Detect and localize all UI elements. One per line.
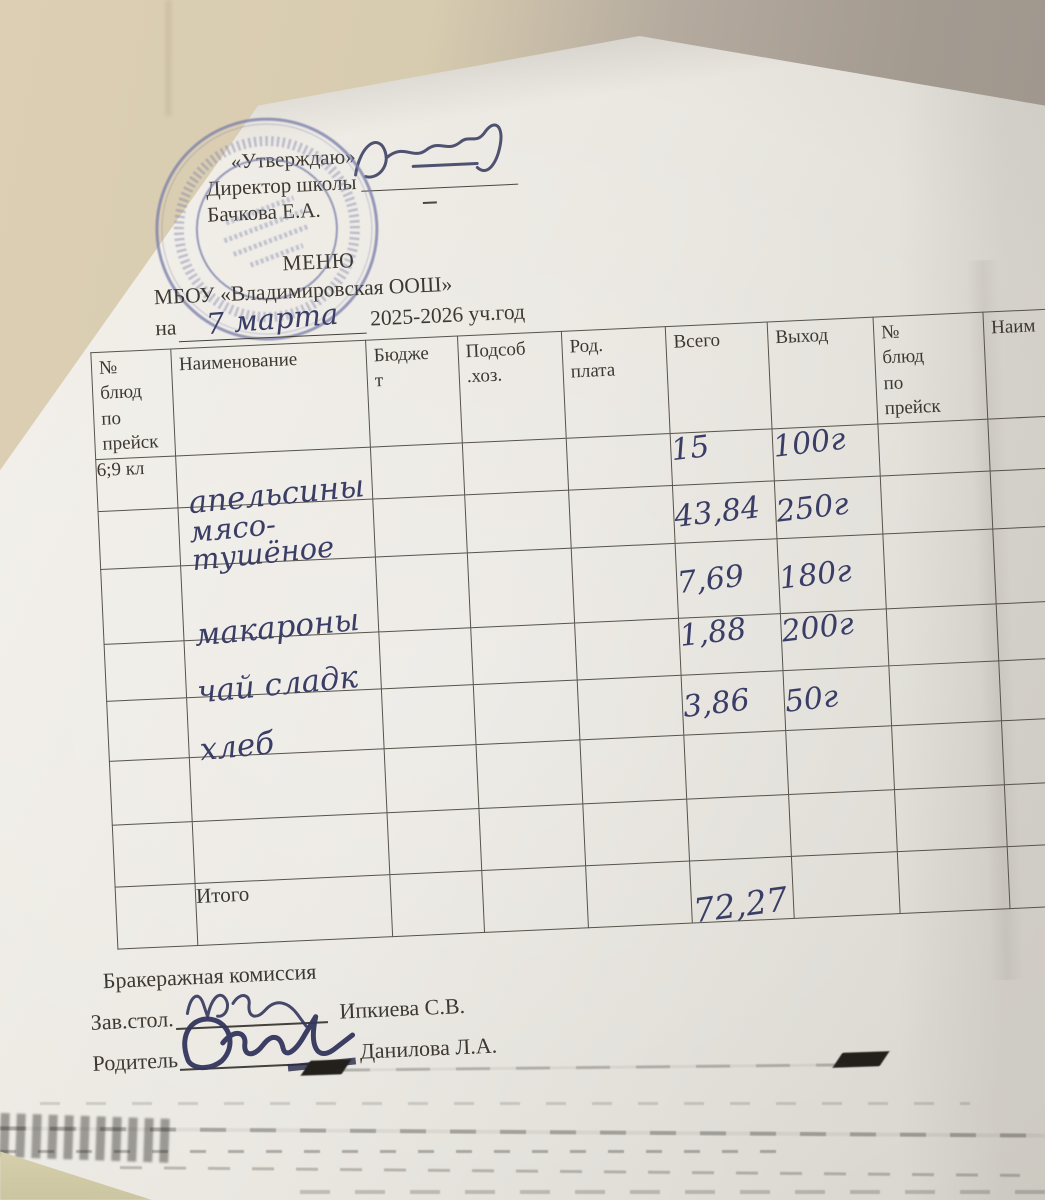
empty-cell — [585, 861, 693, 928]
parent-label: Родитель — [92, 1047, 179, 1076]
empty-cell — [686, 794, 792, 862]
zav-signature-line — [174, 993, 328, 1030]
col-header-subsidiary: Подсоб .хоз. — [457, 331, 567, 443]
parent-name: Данилова Л.А. — [359, 1032, 498, 1064]
empty-cell — [788, 789, 898, 857]
empty-cell — [370, 442, 465, 500]
empty-cell — [882, 528, 997, 609]
col-header-parent-pay: Род. плата — [561, 326, 671, 439]
empty-cell — [192, 812, 390, 884]
empty-cell — [577, 675, 684, 740]
total-cell: 15 — [669, 428, 775, 486]
empty-cell — [384, 744, 479, 813]
col-header-name: Наименование — [170, 340, 371, 456]
empty-cell — [115, 883, 198, 950]
total-label-cell: Итого — [195, 874, 393, 946]
empty-cell — [897, 846, 1011, 914]
total-cell: 3,86 — [681, 670, 786, 736]
empty-cell — [389, 870, 485, 937]
empty-cell — [992, 522, 1045, 604]
empty-cell — [112, 821, 196, 888]
empty-cell — [990, 465, 1045, 529]
empty-cell — [100, 565, 185, 645]
col-header-dish-no-2: № блюд по прейск — [873, 312, 988, 425]
empty-cell — [998, 654, 1045, 721]
total-cell: 43,84 — [672, 480, 777, 544]
photocopy-blotch — [0, 1112, 176, 1164]
empty-cell — [894, 784, 1008, 852]
col-header-output: Выход — [767, 317, 878, 429]
empty-cell — [481, 865, 589, 933]
zav-label: Зав.стол. — [90, 1006, 175, 1035]
col-header-budget: Бюдже т — [365, 336, 463, 448]
empty-cell — [987, 413, 1045, 472]
empty-cell — [1007, 840, 1045, 909]
output-cell: 50г — [783, 665, 892, 731]
commission-block: Бракеражная комиссия Зав.стол. Ипкиева С… — [88, 942, 672, 1079]
empty-cell — [1001, 714, 1045, 785]
empty-cell — [473, 679, 580, 745]
empty-cell — [891, 720, 1005, 790]
photocopy-streak — [0, 1150, 780, 1153]
empty-cell — [574, 618, 682, 680]
photocopy-streak — [40, 1102, 970, 1105]
zav-signature-icon — [185, 993, 308, 1028]
dish-name-cell: апельсины — [175, 447, 373, 521]
handwritten-date: 7 марта — [204, 296, 340, 342]
total-cell: 7,69 — [675, 538, 781, 619]
output-cell: 180г — [776, 533, 887, 614]
empty-cell — [470, 623, 578, 685]
empty-cell — [582, 799, 690, 866]
output-cell: 250г — [774, 476, 883, 539]
empty-cell — [104, 640, 187, 702]
school-stamp-icon — [155, 117, 379, 341]
col-header-name-2: Наим — [982, 306, 1045, 420]
empty-cell — [387, 808, 482, 875]
empty-cell — [464, 490, 572, 553]
output-cell: 100г — [771, 422, 881, 481]
title-block: МЕНЮ МБОУ «Владимировская ООШ» на 7 март… — [152, 237, 585, 343]
empty-cell — [568, 485, 676, 549]
empty-cell — [996, 597, 1045, 661]
approval-block: «Утверждаю» Директор школы Бачкова Е.А. — [204, 123, 519, 228]
empty-cell — [888, 660, 1002, 726]
empty-cell — [381, 684, 477, 749]
empty-cell — [462, 438, 569, 495]
empty-cell — [886, 603, 999, 666]
empty-cell — [372, 494, 468, 558]
empty-cell — [877, 419, 991, 477]
school-year: 2025-2026 уч.год — [369, 299, 526, 331]
empty-cell — [109, 757, 193, 826]
empty-cell — [1004, 778, 1045, 847]
photocopy-streak — [300, 1190, 1045, 1194]
empty-cell — [467, 548, 575, 628]
grand-total-cell: 72,27 — [689, 856, 795, 930]
output-cell: 200г — [780, 606, 889, 671]
director-signature-icon — [354, 123, 503, 179]
empty-cell — [579, 735, 687, 804]
class-label-cell: 6;9 кл — [95, 455, 178, 512]
empty-cell — [791, 851, 901, 919]
empty-cell — [476, 739, 583, 809]
empty-cell — [378, 627, 474, 689]
empty-cell — [478, 803, 586, 871]
col-header-total: Всего — [665, 322, 772, 434]
empty-cell — [571, 543, 679, 624]
empty-cell — [98, 507, 181, 570]
col-header-dish-no: № блюд по прейск — [90, 349, 176, 460]
menu-table: № блюд по прейск Наименование Бюдже т По… — [90, 306, 1045, 950]
empty-cell — [566, 433, 673, 491]
date-prefix: на — [154, 315, 177, 341]
background-wall-corner — [166, 0, 171, 116]
empty-cell — [375, 552, 471, 632]
empty-cell — [880, 471, 993, 534]
empty-cell — [683, 730, 789, 800]
empty-cell — [106, 697, 190, 762]
empty-cell — [785, 725, 895, 795]
total-cell: 1,88 — [678, 612, 783, 676]
